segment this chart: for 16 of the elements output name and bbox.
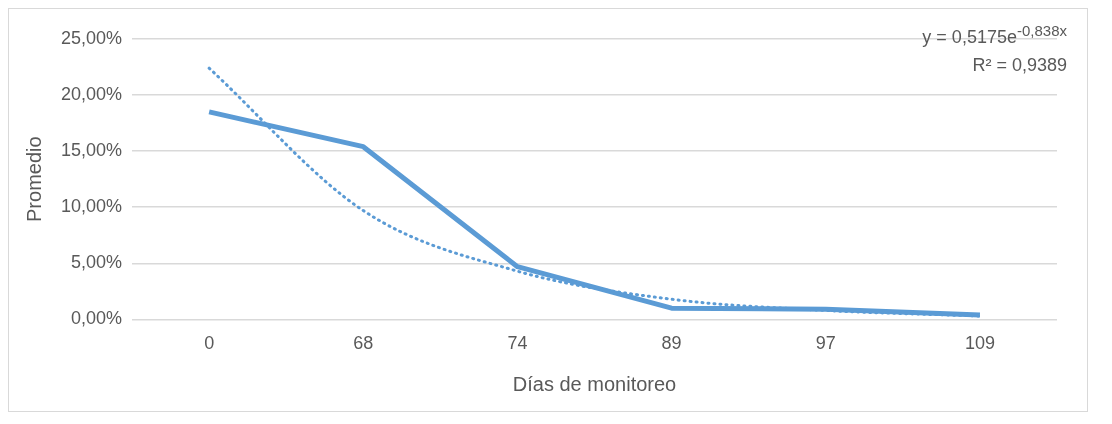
x-tick-label: 74 [507, 333, 528, 354]
y-tick-label: 20,00% [60, 84, 123, 105]
y-tick-label: 10,00% [60, 196, 123, 217]
annotation: R² = 0,9389 [971, 54, 1067, 77]
x-tick-label: 109 [964, 333, 995, 354]
x-tick-label: 68 [353, 333, 374, 354]
x-tick-label: 97 [815, 333, 836, 354]
y-axis-title: Promedio [22, 136, 45, 222]
y-tick-label: 15,00% [60, 140, 123, 161]
x-tick-label: 89 [661, 333, 682, 354]
y-tick-label: 25,00% [60, 27, 123, 48]
x-axis-title: Días de monitoreo [512, 372, 677, 395]
y-tick-label: 0,00% [71, 308, 123, 329]
annotation: y = 0,5175e$^{-0,838x}$ [922, 21, 1067, 49]
y-tick-label: 5,00% [71, 252, 123, 273]
x-tick-label: 0 [204, 333, 215, 354]
